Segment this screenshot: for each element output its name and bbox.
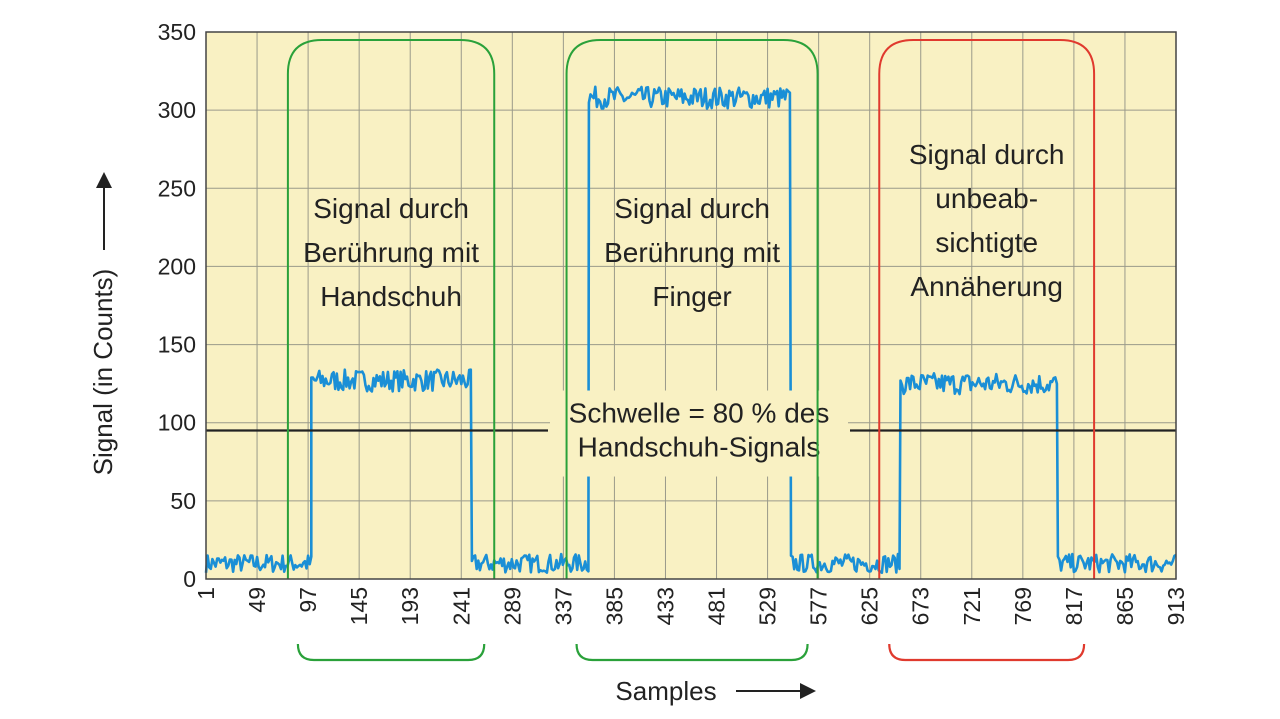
y-tick-label: 200 [158,253,196,279]
plot-border [205,31,1177,580]
region-brace [888,643,1086,662]
y-tick-labels: 0 50 100 150 200 250 300 350 [158,19,196,592]
region-label: Annäherung [910,271,1063,302]
x-tick-label: 193 [397,587,423,625]
x-tick-label: 97 [295,587,321,613]
region-label: Signal durch [614,193,770,224]
x-tick-label: 241 [448,587,474,625]
region-box [878,39,1096,579]
x-tick-label: 577 [806,587,832,625]
x-tick-label: 769 [1010,587,1036,625]
x-axis-label: Samples [615,676,716,706]
x-tick-label: 817 [1061,587,1087,625]
y-tick-label: 0 [183,566,196,592]
x-tick-label: 289 [499,587,525,625]
region-brace [296,643,486,662]
y-tick-label: 250 [158,175,196,201]
region-label: unbeab- [935,183,1038,214]
y-tick-label: 300 [158,97,196,123]
region-label: Berührung mit [604,237,780,268]
y-tick-label: 150 [158,332,196,358]
y-axis-label: Signal (in Counts) [88,269,118,476]
x-tick-label: 49 [244,587,270,613]
region-label: Handschuh [320,281,462,312]
region-brace [575,643,809,662]
x-tick-label: 145 [346,587,372,625]
y-tick-label: 350 [158,19,196,45]
region-label: sichtigte [935,227,1038,258]
x-tick-label: 625 [857,587,883,625]
region-label: Signal durch [313,193,469,224]
signal-series-line [204,85,1177,575]
region-box [565,39,819,579]
y-axis-arrowhead [96,172,112,188]
x-tick-label: 721 [959,587,985,625]
region-layer: Signal durch Berührung mit Handschuh Signal… [286,39,1096,662]
x-tick-labels: 1 49 97 145 193 241 289 337 385 433 481 529 577 625 67… [193,587,1189,625]
y-tick-label: 100 [158,410,196,436]
threshold-label-bg [550,390,848,477]
axis-titles: Samples Signal (in Counts) [88,172,816,706]
x-tick-label: 865 [1112,587,1138,625]
series-layer [204,85,1177,575]
threshold-label: Handschuh-Signals [578,432,821,463]
plot-background [206,32,1176,579]
x-tick-label: 433 [652,587,678,625]
region-label: Signal durch [909,139,1065,170]
x-tick-label: 385 [601,587,627,625]
x-axis-arrowhead [800,683,816,699]
x-tick-label: 673 [908,587,934,625]
region-box [286,39,496,579]
x-tick-label: 481 [704,587,730,625]
region-label: Berührung mit [303,237,479,268]
x-tick-label: 913 [1163,587,1189,625]
x-tick-label: 1 [193,587,219,600]
region-label: Finger [652,281,731,312]
x-tick-label: 529 [755,587,781,625]
x-tick-label: 337 [550,587,576,625]
y-tick-label: 50 [170,488,196,514]
threshold-label: Schwelle = 80 % des [569,398,830,429]
